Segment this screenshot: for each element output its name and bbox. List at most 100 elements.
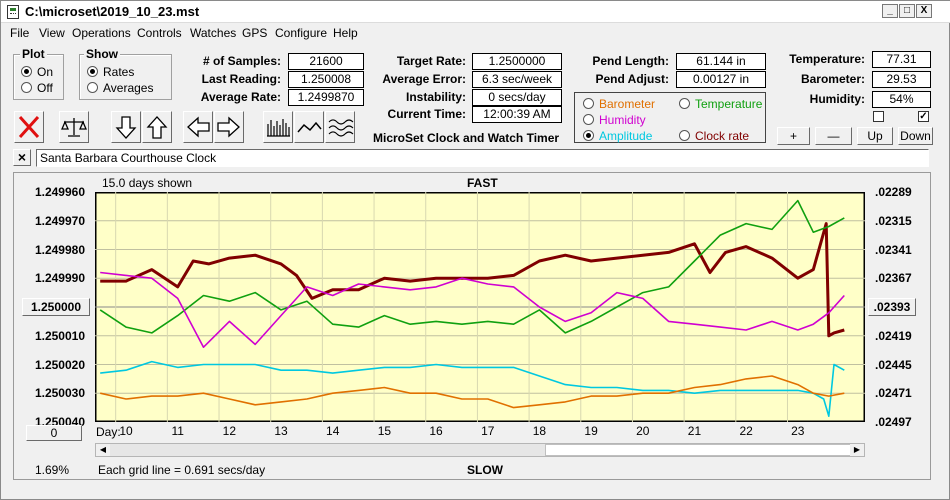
samples-label: # of Samples: [202,54,281,68]
window-title: C:\microset\2019_10_23.mst [25,4,200,19]
day-tick-label: 15 [377,424,392,438]
menu-operations[interactable]: Operations [72,26,131,40]
show-group-title: Show [84,47,120,61]
last-reading-label: Last Reading: [201,72,281,86]
balance-button[interactable] [59,111,89,143]
menu-gps[interactable]: GPS [242,26,268,40]
series-clock-rate-line [100,222,845,338]
plot-off-radio[interactable]: Off [21,81,53,95]
day-tick-label: 21 [687,424,702,438]
pend-length-field: 61.144 in [676,53,766,70]
increase-button[interactable]: + [777,127,810,145]
maximize-button[interactable]: □ [899,4,915,18]
series-amplitude-line [100,360,845,417]
series-select-box: Barometer Temperature Humidity Amplitude… [574,92,766,143]
show-averages-radio[interactable]: Averages [87,81,153,95]
up-arrow-button[interactable] [142,111,172,143]
down-button[interactable]: Down [898,127,933,145]
right-tick-label: .02497 [875,415,912,429]
day-tick-label: 10 [119,424,133,438]
day-tick-label: 20 [636,424,650,438]
series-humidity-radio[interactable]: Humidity [583,113,646,127]
decrease-button[interactable]: — [815,127,852,145]
right-tick-label: .02471 [875,386,912,401]
clock-name-field[interactable]: Santa Barbara Courthouse Clock [36,149,929,167]
slow-label: SLOW [467,463,503,477]
day-tick-label: 23 [791,424,805,438]
average-rate-label: Average Rate: [200,90,281,104]
menu-configure[interactable]: Configure [275,26,328,40]
bar-chart-icon [267,119,290,137]
bar-view-button[interactable] [263,111,293,143]
left-arrow-button[interactable] [183,111,213,143]
scroll-thumb[interactable] [545,444,851,456]
day-tick-label: 11 [171,424,184,438]
menu-help[interactable]: Help [333,26,358,40]
target-rate-field: 1.2500000 [472,53,562,70]
line-chart-icon [297,121,322,133]
day-tick-label: 13 [274,424,288,438]
day-tick-label: 17 [481,424,495,438]
day-tick-label: 22 [739,424,753,438]
average-error-field: 6.3 sec/week [472,71,562,88]
right-tick-label: .02419 [875,328,912,343]
right-tick-label: .02367 [875,271,912,286]
day-tick-label: 16 [429,424,443,438]
left-tick-label: 1.250010 [34,328,85,343]
grid-note: Each grid line = 0.691 secs/day [98,463,266,477]
last-reading-field: 1.250008 [288,71,364,88]
sensor-checkbox-2[interactable]: ✓ [918,111,929,122]
menu-watches[interactable]: Watches [190,26,237,40]
current-time-label: Current Time: [387,107,466,121]
sensor-checkbox-1[interactable] [873,111,884,122]
target-rate-label: Target Rate: [396,54,466,68]
right-arrow-button[interactable] [214,111,244,143]
series-temperature-radio[interactable]: Temperature [679,97,762,111]
left-tick-label: 1.249990 [34,271,85,286]
average-error-label: Average Error: [382,72,466,86]
center-value-button[interactable]: 1.250000 [22,298,90,316]
series-humidity-line [100,271,845,348]
clear-clock-button[interactable]: × [13,149,31,166]
temperature-label: Temperature: [789,52,865,66]
series-clock-rate-radio[interactable]: Clock rate [679,129,749,143]
instability-label: Instability: [405,90,466,104]
scroll-left-icon[interactable]: ◀ [96,444,110,456]
up-button[interactable]: Up [857,127,893,145]
line-view-button[interactable] [294,111,324,143]
wave-view-button[interactable] [325,111,355,143]
plot-series [99,199,845,417]
fast-label: FAST [467,176,498,190]
series-amplitude-radio[interactable]: Amplitude [583,129,652,143]
pend-adjust-field: 0.00127 in [676,71,766,88]
series-barometer-radio[interactable]: Barometer [583,97,655,111]
menu-view[interactable]: View [39,26,65,40]
series-temperature-line [99,199,845,334]
app-caption: MicroSet Clock and Watch Timer [373,131,560,145]
down-arrow-button[interactable] [111,111,141,143]
clock-app-icon [7,5,19,19]
right-center-button[interactable]: .02393 [868,298,916,316]
stop-button[interactable] [14,111,44,143]
close-button[interactable]: X [916,4,932,18]
scroll-right-icon[interactable]: ▶ [850,444,864,456]
percent-label: 1.69% [35,463,70,477]
minimize-button[interactable]: _ [882,4,898,18]
instability-field: 0 secs/day [472,89,562,106]
plot-on-radio[interactable]: On [21,65,53,79]
left-tick-label: 1.249970 [34,213,85,228]
left-tick-label: 1.250030 [34,386,85,401]
rate-plot[interactable] [95,192,865,422]
menu-controls[interactable]: Controls [137,26,182,40]
menu-file[interactable]: File [10,26,30,40]
day-tick-label: 18 [532,424,547,438]
plot-group-title: Plot [20,47,47,61]
right-tick-label: .02315 [875,213,912,228]
show-rates-radio[interactable]: Rates [87,65,134,79]
horizontal-scrollbar[interactable]: ◀ ▶ [95,443,865,457]
balance-icon [61,118,87,137]
average-rate-field: 1.2499870 [288,89,364,106]
right-tick-label: .02341 [875,242,912,257]
zero-button[interactable]: 0 [26,425,82,441]
